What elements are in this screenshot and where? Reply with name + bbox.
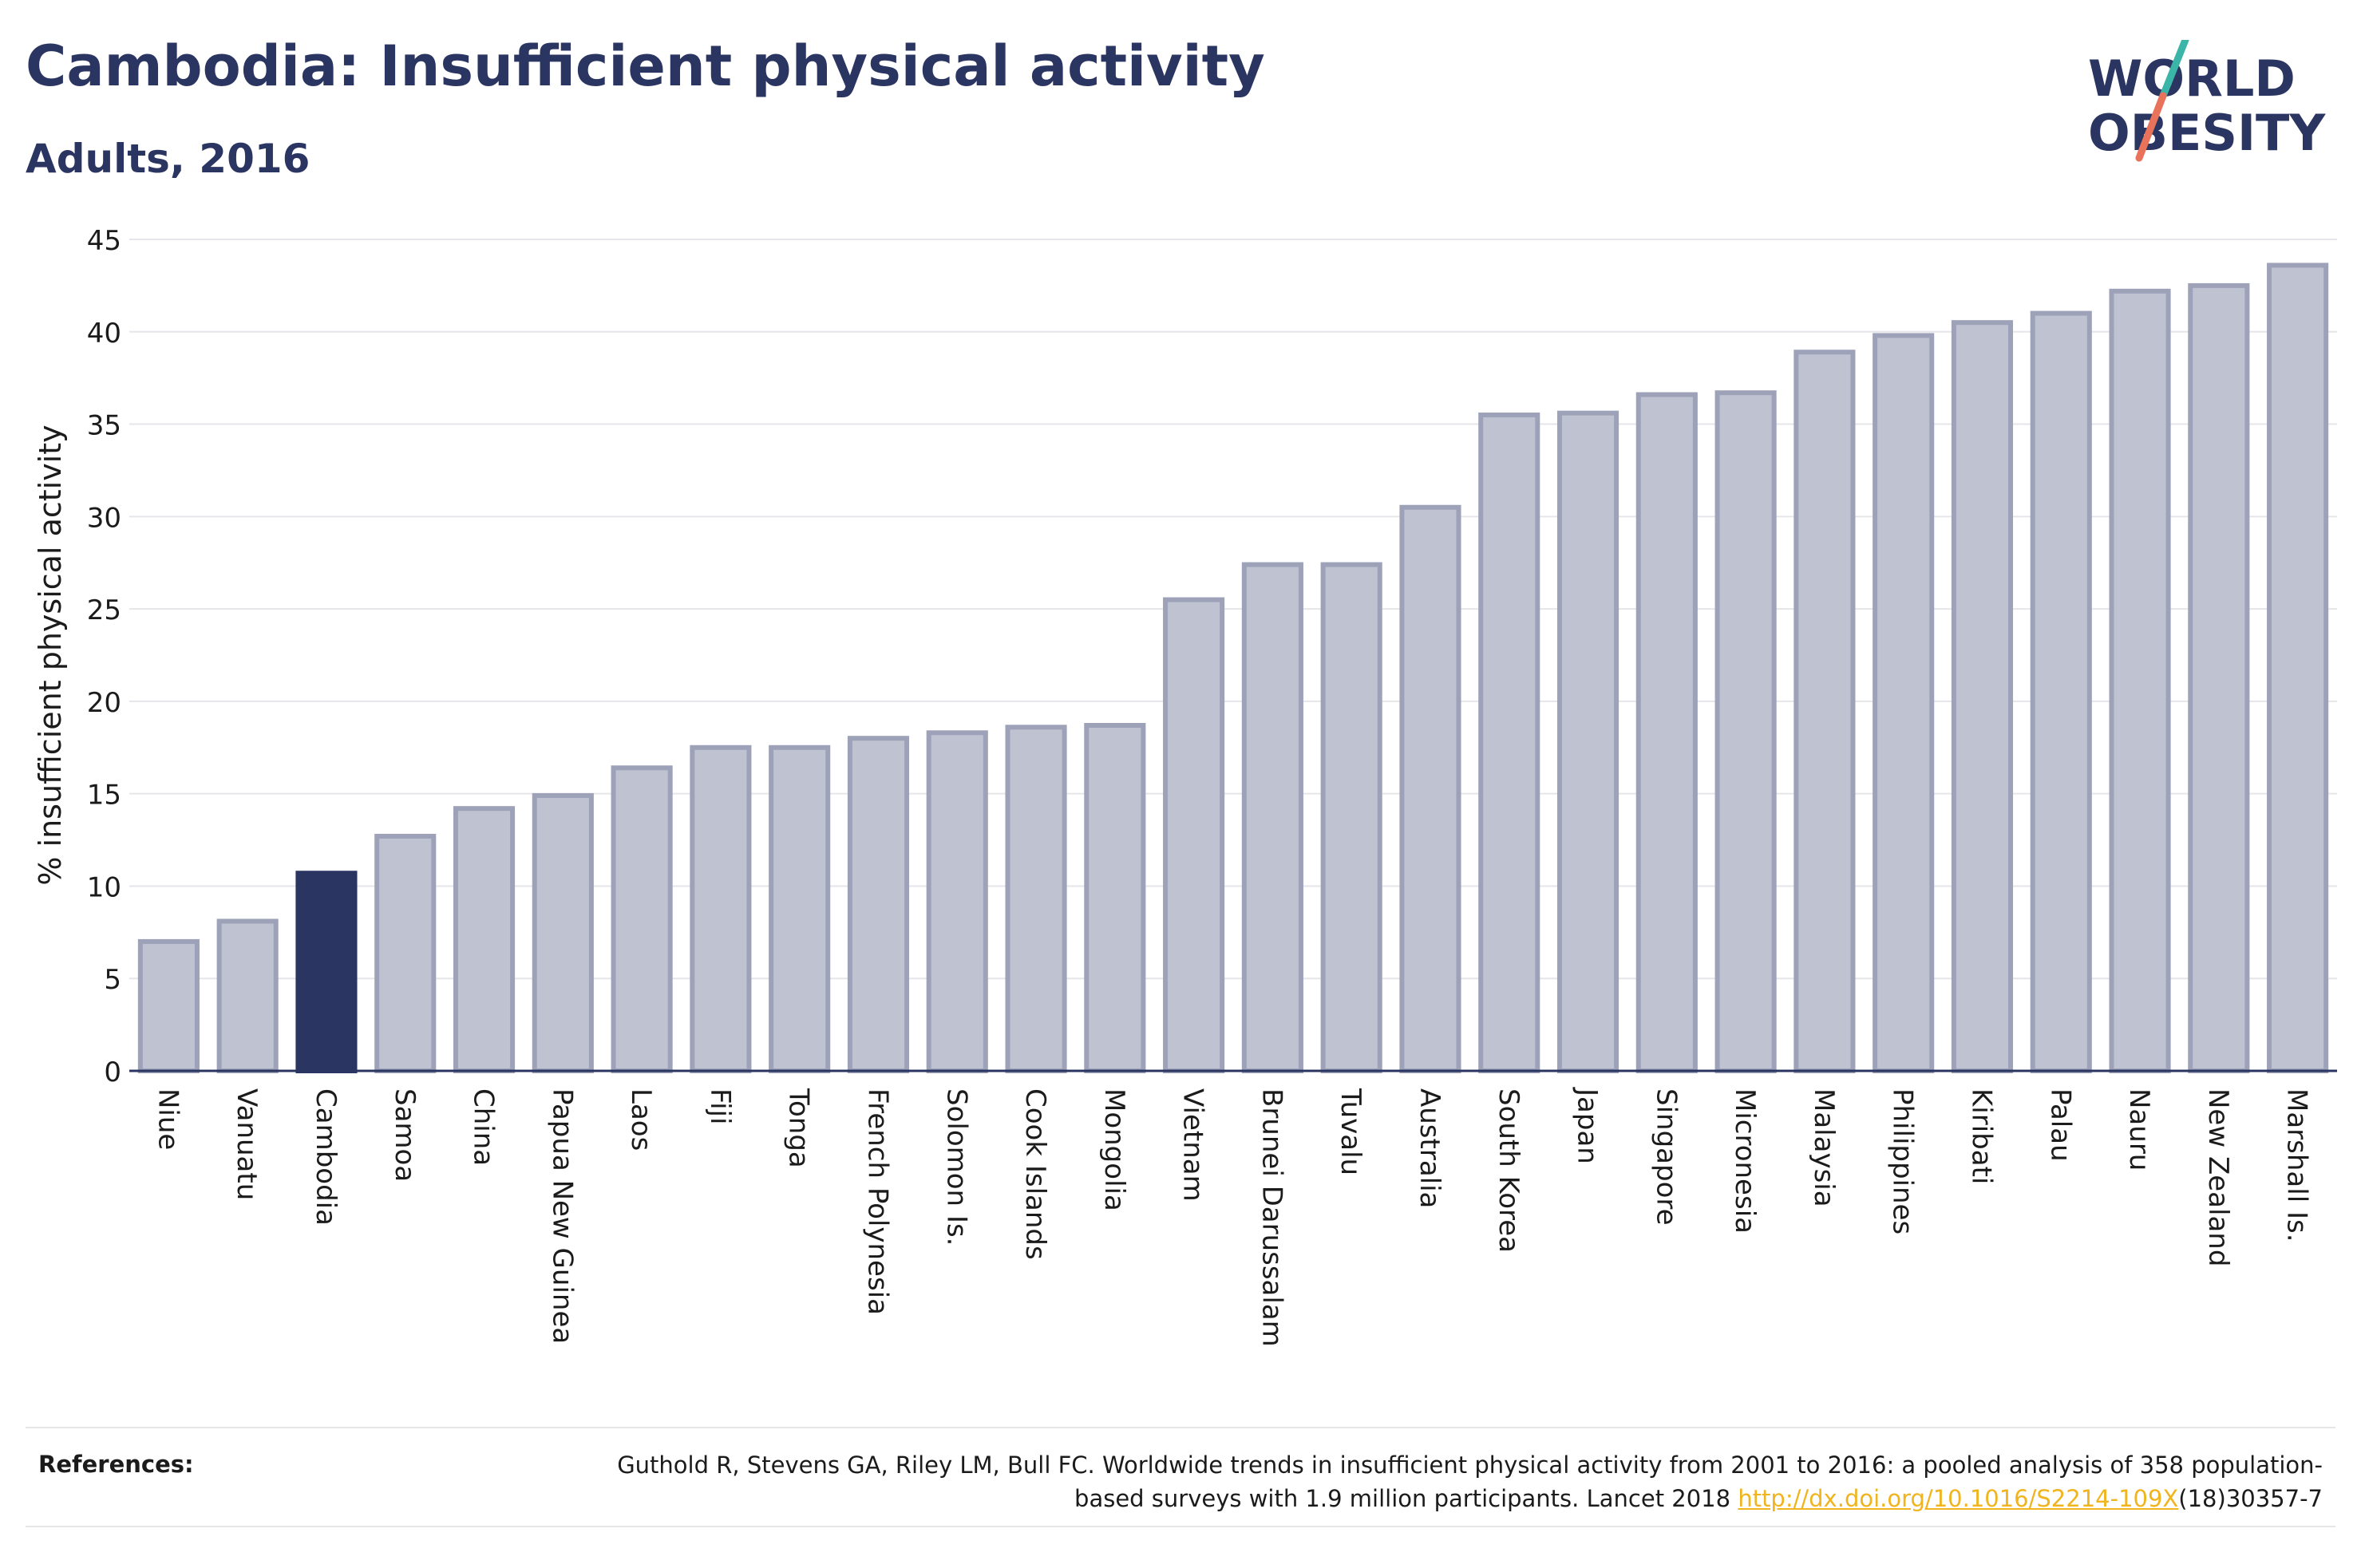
bar — [847, 736, 910, 1073]
x-tick-label: Niue — [152, 1088, 184, 1150]
y-tick-label: 20 — [87, 687, 121, 719]
y-tick-label: 5 — [104, 964, 121, 996]
references-label: References: — [38, 1451, 194, 1478]
y-tick-label: 15 — [87, 780, 121, 812]
x-tick-label: Tonga — [783, 1088, 815, 1168]
x-tick-label: Cook Islands — [1019, 1088, 1051, 1260]
x-tick-label: Marshall Is. — [2281, 1088, 2313, 1242]
bar — [1005, 725, 1067, 1073]
y-tick-label: 40 — [87, 318, 121, 350]
bar — [1163, 597, 1225, 1073]
y-tick-label: 25 — [87, 594, 121, 626]
x-tick-label: Laos — [625, 1088, 657, 1151]
bar — [926, 730, 988, 1074]
y-tick-label: 10 — [87, 871, 121, 903]
bar-chart: 0 5 10 15 20 25 30 35 40 45 % insufficient physica… — [33, 225, 2337, 1347]
world-obesity-logo: WORLD OBESITY — [2088, 40, 2326, 162]
bar — [2188, 282, 2250, 1073]
x-tick-label: Mongolia — [1098, 1088, 1130, 1211]
bar — [2109, 288, 2171, 1073]
x-tick-label: Kiribati — [1965, 1088, 1997, 1184]
bar — [690, 745, 752, 1073]
bar — [1320, 562, 1382, 1073]
bar — [2030, 310, 2092, 1074]
chart-title: Cambodia: Insufficient physical activity — [26, 34, 1265, 99]
x-tick-label: Cambodia — [310, 1088, 342, 1226]
x-tick-label: Vietnam — [1177, 1088, 1209, 1202]
y-axis-label: % insufficient physical activity — [33, 425, 68, 885]
bar — [1873, 333, 1935, 1073]
logo-slash-bottom — [2135, 92, 2167, 162]
y-tick-label: 30 — [87, 502, 121, 534]
x-tick-label: Brunei Darussalam — [1256, 1088, 1287, 1347]
x-tick-label: French Polynesia — [861, 1088, 893, 1315]
logo-slash-top — [2159, 40, 2189, 100]
bar — [1241, 562, 1303, 1073]
x-tick-label: Australia — [1414, 1088, 1445, 1208]
bar — [216, 918, 279, 1073]
x-tick-label: South Korea — [1493, 1088, 1525, 1253]
x-tick-label: New Zealand — [2202, 1088, 2234, 1266]
references-divider-top — [26, 1427, 2335, 1428]
bar — [769, 745, 831, 1073]
bar — [1399, 504, 1461, 1073]
x-tick-label: Singapore — [1650, 1088, 1682, 1226]
bar — [137, 938, 200, 1074]
x-tick-label: Vanuatu — [231, 1088, 263, 1200]
bar — [1084, 722, 1146, 1073]
x-tick-label: Samoa — [389, 1088, 421, 1182]
bar — [1714, 390, 1777, 1073]
bar — [1635, 392, 1698, 1073]
x-tick-label: Micronesia — [1729, 1088, 1761, 1234]
x-tick-label: Fiji — [704, 1088, 736, 1124]
y-tick-label: 35 — [87, 410, 121, 442]
bar — [1951, 320, 2014, 1073]
chart-subtitle: Adults, 2016 — [26, 136, 310, 182]
references-citation-suffix: (18)30357-7 — [2178, 1485, 2323, 1512]
references-citation: Guthold R, Stevens GA, Riley LM, Bull FC… — [617, 1451, 2323, 1512]
bar — [2267, 263, 2329, 1073]
y-tick-label: 0 — [104, 1057, 121, 1088]
x-tick-label: Nauru — [2123, 1088, 2155, 1171]
x-tick-label: Philippines — [1887, 1088, 1919, 1234]
x-tick-label: Solomon Is. — [940, 1088, 972, 1246]
references-doi-link[interactable]: http://dx.doi.org/10.1016/S2214-109X — [1738, 1485, 2179, 1512]
bar — [1793, 350, 1856, 1073]
bar — [374, 833, 437, 1073]
logo-line-1: WORLD — [2088, 49, 2296, 108]
bar — [1478, 412, 1540, 1073]
x-tick-label: Papua New Guinea — [546, 1088, 578, 1344]
bar — [295, 871, 358, 1074]
bar — [611, 765, 673, 1073]
bar — [453, 806, 516, 1073]
y-tick-label: 45 — [87, 225, 121, 257]
x-tick-label: China — [468, 1088, 500, 1166]
x-tick-label: Palau — [2044, 1088, 2076, 1162]
logo-line-2: OBESITY — [2088, 104, 2326, 162]
references-text: Guthold R, Stevens GA, Riley LM, Bull FC… — [567, 1448, 2323, 1515]
bar — [532, 792, 594, 1074]
x-tick-label: Malaysia — [1808, 1088, 1840, 1207]
x-tick-label: Japan — [1572, 1087, 1604, 1164]
bar — [1556, 410, 1619, 1073]
x-tick-label: Tuvalu — [1335, 1088, 1366, 1175]
references-divider-bottom — [26, 1526, 2335, 1527]
